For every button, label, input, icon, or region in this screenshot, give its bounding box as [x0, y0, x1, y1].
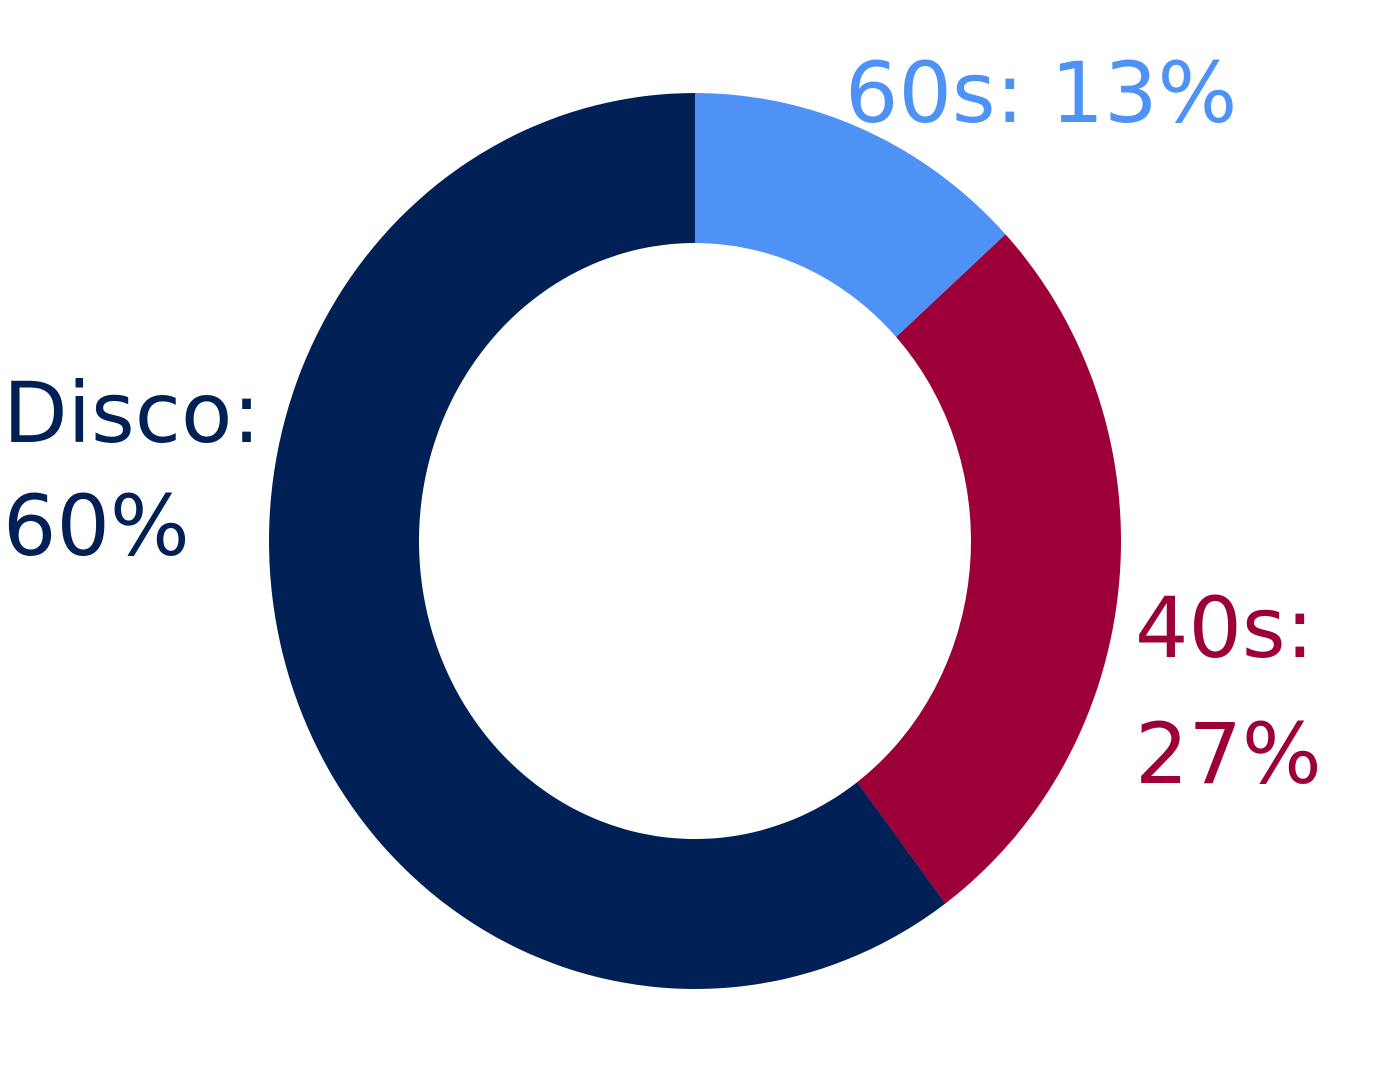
slice-label-disco: Disco: 60% [3, 364, 261, 575]
donut-slices [269, 93, 1122, 990]
slice-label-line: 60s: 13% [845, 44, 1237, 142]
slice-60s [695, 93, 1006, 338]
slice-label-line: 60% [3, 477, 190, 575]
slice-label-40s: 40s: 27% [1135, 579, 1322, 803]
slice-label-line: 27% [1135, 705, 1322, 803]
slice-label-line: Disco: [3, 364, 261, 462]
slice-label-line: 40s: [1135, 579, 1314, 677]
slice-40s [857, 234, 1122, 904]
slice-label-60s: 60s: 13% [845, 44, 1237, 142]
slice-disco [269, 93, 946, 990]
donut-labels: 60s: 13% 40s: 27% Disco: 60% [3, 44, 1322, 803]
